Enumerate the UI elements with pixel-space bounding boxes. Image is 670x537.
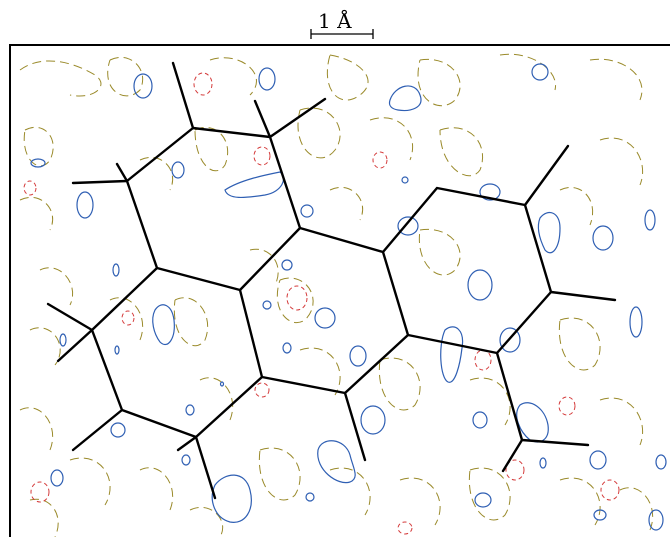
scale-bar-label: 1 Å	[318, 9, 352, 33]
map-frame	[9, 44, 670, 537]
zero-contours	[19, 53, 654, 537]
negative-contours	[23, 72, 620, 535]
scale-bar	[310, 29, 374, 39]
molecular-bonds	[46, 61, 617, 500]
